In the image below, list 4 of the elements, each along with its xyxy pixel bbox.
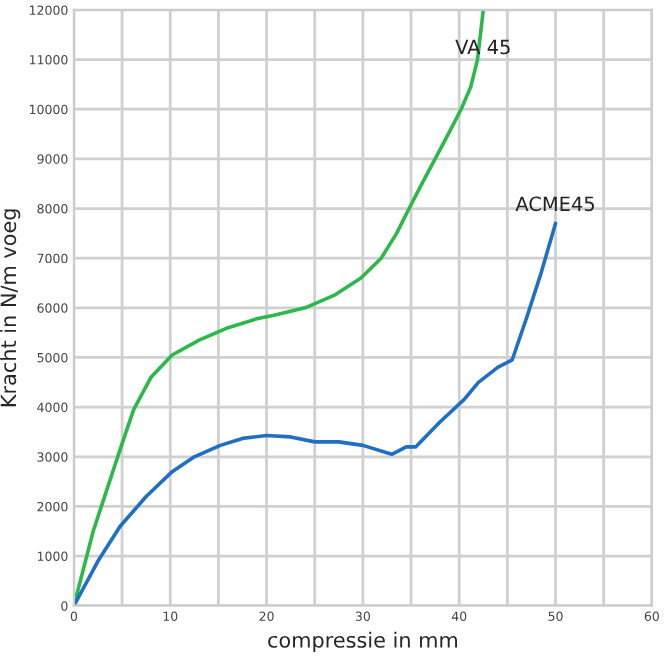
line-series [73,221,558,606]
x-axis-title: compressie in mm [268,631,457,652]
y-axis-title: Kracht in N/m voeg [0,209,21,407]
series-label: ACME45 [515,196,594,212]
